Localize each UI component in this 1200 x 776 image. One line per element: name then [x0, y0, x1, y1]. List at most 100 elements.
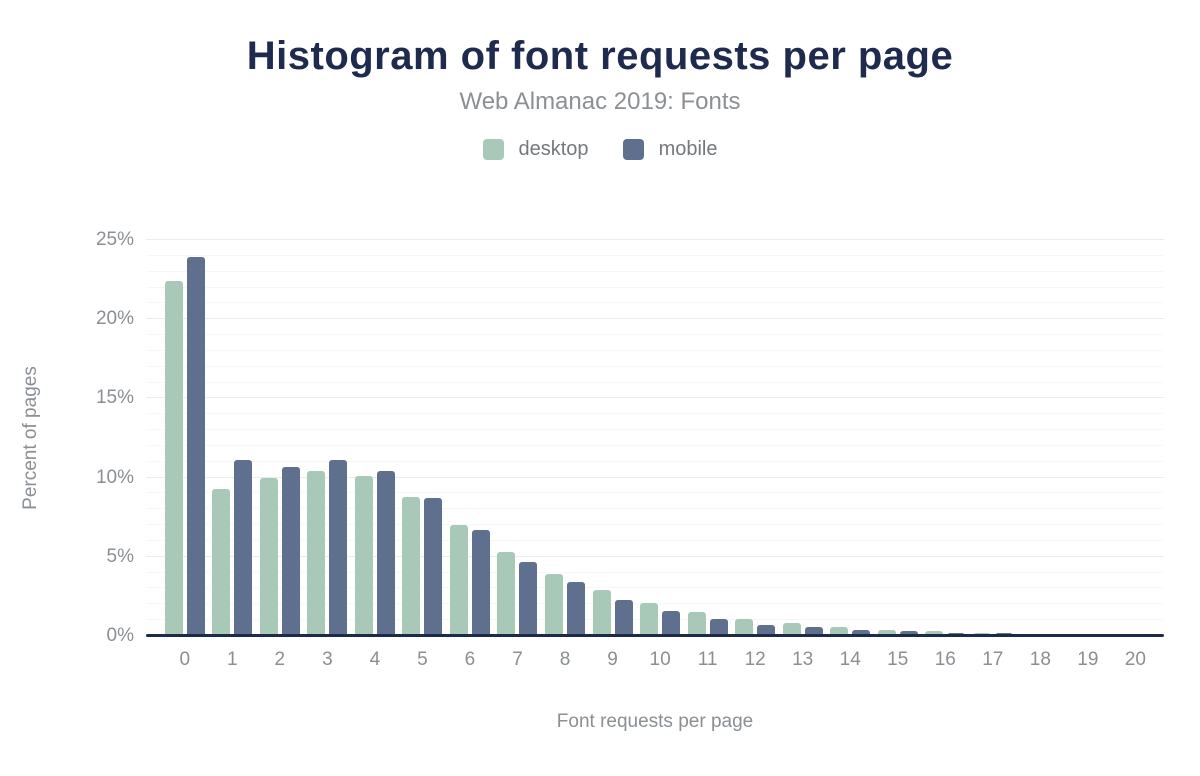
- bar-group-16: 16: [922, 240, 970, 670]
- gridline: [146, 555, 1164, 557]
- y-tick-label: 25%: [95, 229, 134, 250]
- bar-desktop-4: [354, 476, 373, 636]
- bar-desktop-0: [164, 281, 183, 636]
- x-tick-label: 3: [322, 649, 333, 670]
- gridline: [146, 429, 1164, 431]
- y-axis-title: Percent of pages: [20, 366, 41, 510]
- bar-mobile-11: [709, 618, 728, 636]
- x-tick-label: 19: [1077, 649, 1099, 670]
- bar-mobile-6: [471, 529, 490, 636]
- bar-group-10: 10: [636, 240, 684, 670]
- bar-group-6: 6: [446, 240, 494, 670]
- gridline: [146, 539, 1164, 541]
- bar-desktop-14: [830, 627, 849, 636]
- x-tick-label: 11: [697, 649, 718, 670]
- bar-group-3: 3: [304, 240, 352, 670]
- plot-area: 0 1 2 3 4 5 6 7 8 9 10 11 12 13 14 15 16 17 18 19 20: [146, 239, 1164, 670]
- bar-mobile-3: [329, 460, 348, 636]
- bar-desktop-6: [449, 525, 468, 636]
- bar-group-20: 20: [1112, 240, 1160, 670]
- bar-mobile-12: [757, 624, 776, 636]
- gridline: [146, 571, 1164, 573]
- bar-mobile-2: [281, 466, 300, 636]
- mobile-swatch-icon: [622, 139, 644, 160]
- bar-mobile-10: [662, 610, 681, 636]
- gridline: [146, 239, 1164, 240]
- x-tick-label: 1: [227, 649, 238, 670]
- x-tick-label: 2: [274, 649, 286, 670]
- bar-mobile-8: [567, 582, 586, 636]
- bar-desktop-13: [782, 623, 801, 636]
- bar-desktop-2: [259, 477, 278, 636]
- x-axis-line: [146, 634, 1164, 637]
- bar-group-11: 11: [684, 240, 732, 670]
- x-tick-label: 5: [417, 649, 428, 670]
- x-axis-title: Font requests per page: [556, 711, 754, 732]
- chart-legend: desktop mobile: [0, 138, 1200, 161]
- bar-group-13: 13: [779, 240, 827, 670]
- chart-title: Histogram of font requests per page: [246, 34, 954, 78]
- legend-label-mobile: mobile: [658, 138, 718, 160]
- x-tick-label: 15: [887, 649, 909, 670]
- bar-desktop-5: [402, 496, 421, 636]
- bar-group-4: 4: [351, 240, 399, 670]
- gridline: [146, 254, 1164, 256]
- bar-mobile-5: [424, 498, 443, 636]
- gridline: [146, 318, 1164, 320]
- legend-item-desktop: desktop: [482, 138, 589, 161]
- bar-group-14: 14: [826, 240, 874, 670]
- bar-group-9: 9: [589, 240, 637, 670]
- bar-group-8: 8: [541, 240, 589, 670]
- y-axis-ticks: 0% 5% 10% 15% 20% 25%: [0, 229, 134, 646]
- chart-subtitle: Web Almanac 2019: Fonts: [459, 88, 741, 115]
- x-tick-label: 12: [744, 649, 766, 670]
- gridline: [146, 524, 1164, 526]
- gridline: [146, 508, 1164, 510]
- x-tick-label: 17: [982, 649, 1004, 670]
- gridline: [146, 413, 1164, 415]
- x-tick-label: 16: [934, 649, 956, 670]
- gridline: [146, 476, 1164, 478]
- bar-mobile-4: [376, 471, 395, 636]
- bars-row: 0 1 2 3 4 5 6 7 8 9 10 11 12 13 14 15 16 17 18 19 20: [146, 240, 1164, 670]
- bar-desktop-3: [307, 471, 326, 636]
- y-tick-label: 5%: [106, 545, 134, 567]
- y-tick-label: 0%: [106, 625, 134, 646]
- bar-mobile-9: [614, 599, 633, 636]
- x-tick-label: 7: [512, 649, 523, 670]
- gridline: [146, 492, 1164, 494]
- bar-desktop-9: [592, 590, 611, 636]
- bar-group-5: 5: [399, 240, 447, 670]
- bar-mobile-13: [804, 627, 823, 636]
- bar-mobile-0: [186, 257, 205, 636]
- bar-group-15: 15: [874, 240, 922, 670]
- bar-desktop-10: [640, 602, 659, 636]
- gridline: [146, 587, 1164, 589]
- bar-group-2: 2: [256, 240, 304, 670]
- bar-mobile-14: [852, 629, 871, 636]
- bar-group-0: 0: [161, 240, 209, 670]
- bar-group-1: 1: [209, 240, 257, 670]
- legend-item-mobile: mobile: [622, 138, 718, 161]
- gridline: [146, 444, 1164, 446]
- gridline: [146, 302, 1164, 304]
- chart-figure: Histogram of font requests per page Web …: [0, 34, 1200, 776]
- desktop-swatch-icon: [482, 139, 504, 160]
- x-tick-label: 18: [1029, 649, 1051, 670]
- x-tick-label: 14: [839, 649, 861, 670]
- gridline: [146, 365, 1164, 367]
- gridline: [146, 349, 1164, 351]
- bar-desktop-15: [877, 629, 896, 636]
- gridline: [146, 270, 1164, 272]
- y-tick-label: 10%: [95, 466, 134, 488]
- bar-group-18: 18: [1017, 240, 1065, 670]
- x-tick-label: 8: [559, 649, 571, 670]
- x-tick-label: 6: [464, 649, 476, 670]
- x-tick-label: 4: [369, 649, 381, 670]
- bar-group-19: 19: [1064, 240, 1112, 670]
- bar-desktop-12: [735, 618, 754, 636]
- bar-group-7: 7: [494, 240, 542, 670]
- gridline: [146, 460, 1164, 462]
- gridline: [146, 381, 1164, 383]
- bar-mobile-1: [234, 460, 253, 636]
